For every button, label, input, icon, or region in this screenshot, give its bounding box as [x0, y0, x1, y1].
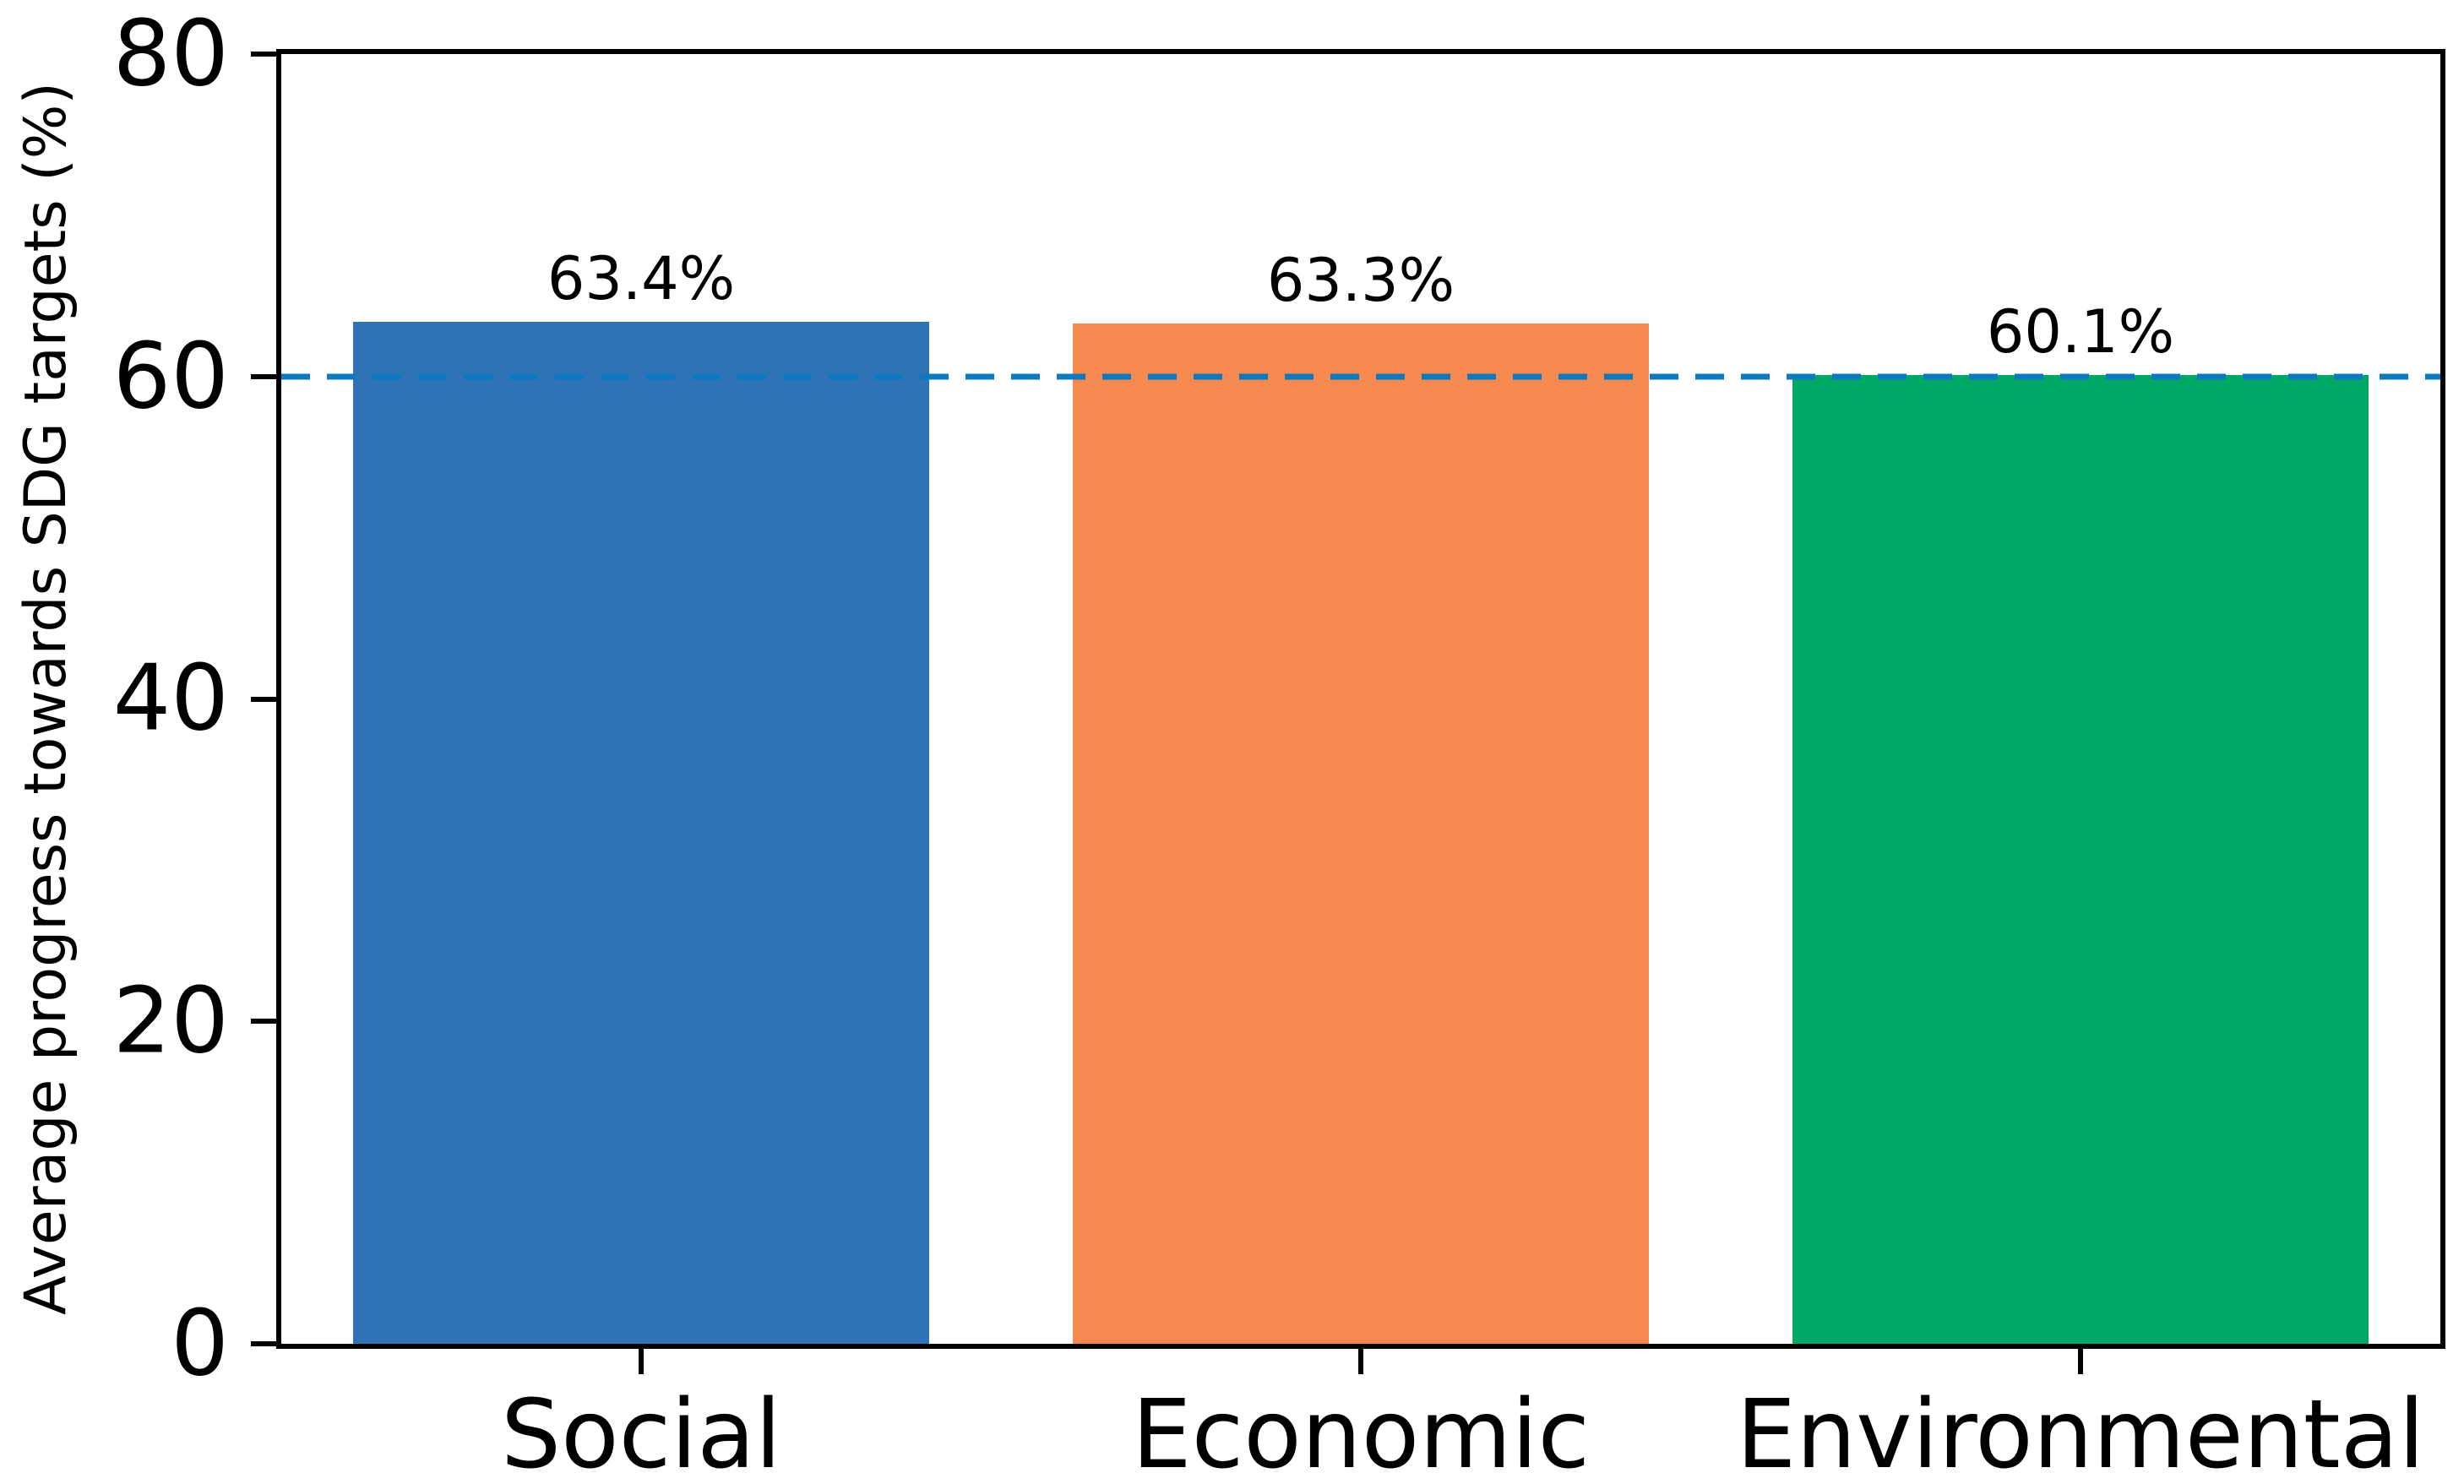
x-tick-mark: [639, 1349, 644, 1374]
bar-value-label: 60.1%: [1986, 296, 2175, 367]
y-tick-label: 60: [112, 323, 229, 430]
y-tick-mark: [251, 696, 276, 702]
x-tick-label-social: Social: [500, 1380, 782, 1484]
bar-value-label: 63.4%: [547, 243, 736, 313]
plot-area: 0 20 40 60 80 63.4% Social 63.3% Economic 60.1% En…: [113, 8, 2445, 1482]
y-tick-label: 20: [112, 968, 229, 1074]
y-tick-label: 0: [171, 1291, 229, 1397]
y-tick-mark: [251, 52, 276, 57]
bar-economic: [1073, 323, 1649, 1344]
bar-value-label: 63.3%: [1266, 245, 1455, 315]
y-tick-label: 40: [112, 645, 229, 752]
bar-social: [353, 321, 929, 1344]
y-axis-label: Average progress towards SDG targets (%): [13, 82, 79, 1315]
x-tick-mark: [2078, 1349, 2083, 1374]
x-tick-label-environmental: Environmental: [1736, 1380, 2425, 1484]
y-tick-mark: [251, 1019, 276, 1025]
bar-environmental: [1792, 374, 2369, 1344]
y-tick-mark: [251, 373, 276, 379]
x-tick-label-economic: Economic: [1131, 1380, 1591, 1484]
y-tick-label: 80: [112, 1, 229, 107]
y-tick-mark: [251, 1341, 276, 1346]
x-tick-mark: [1358, 1349, 1363, 1374]
reference-line: [281, 373, 2440, 380]
